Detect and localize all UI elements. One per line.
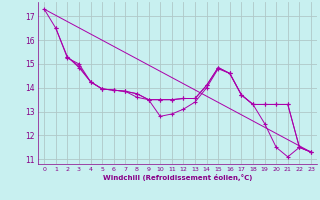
X-axis label: Windchill (Refroidissement éolien,°C): Windchill (Refroidissement éolien,°C) <box>103 174 252 181</box>
